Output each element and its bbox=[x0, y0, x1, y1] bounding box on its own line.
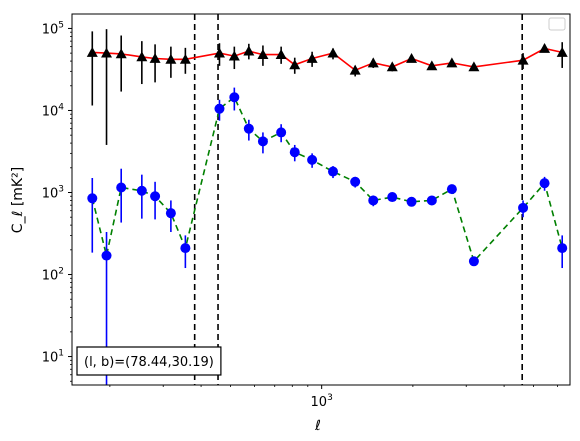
series-1-point-8 bbox=[229, 92, 240, 103]
annotation-text: (l, b)=(78.44,30.19) bbox=[84, 355, 214, 370]
series-0-point-22 bbox=[517, 54, 529, 65]
series-1-point-5 bbox=[165, 208, 176, 219]
series-0-point-20 bbox=[446, 57, 458, 68]
series-0-point-16 bbox=[367, 57, 379, 68]
series-0-point-5 bbox=[165, 53, 177, 64]
series-0-point-19 bbox=[426, 60, 438, 71]
series-1-point-4 bbox=[150, 191, 161, 202]
y-tick-label-1-exponent: 2 bbox=[58, 267, 64, 277]
vertical-lines bbox=[193, 14, 524, 385]
y-tick-label-3-exponent: 4 bbox=[58, 102, 64, 112]
series-1-point-20 bbox=[446, 184, 457, 195]
series-1-point-2 bbox=[116, 182, 127, 193]
series-1-point-17 bbox=[387, 192, 398, 203]
series-1-point-10 bbox=[257, 136, 268, 147]
series-0-point-2 bbox=[115, 48, 127, 59]
series-1-point-7 bbox=[214, 103, 225, 114]
y-axis-label: C_ℓ [mK²] bbox=[10, 167, 26, 233]
series-0-point-6 bbox=[179, 53, 191, 64]
series-0-point-1 bbox=[101, 47, 113, 58]
series-0-point-7 bbox=[213, 47, 225, 58]
series-0-point-13 bbox=[306, 53, 318, 63]
series-1-point-1 bbox=[101, 250, 112, 261]
series-1-point-15 bbox=[350, 176, 361, 187]
series-1-point-14 bbox=[328, 166, 339, 177]
series-1-point-13 bbox=[307, 154, 318, 165]
series-0-point-0 bbox=[86, 46, 98, 57]
series-1-point-22 bbox=[518, 202, 529, 213]
annotation-box bbox=[76, 346, 222, 376]
series-1-point-9 bbox=[243, 123, 254, 134]
series-0-point-23 bbox=[539, 42, 551, 53]
series-1-point-6 bbox=[180, 243, 191, 254]
legend-frame bbox=[548, 17, 566, 31]
series-1-point-0 bbox=[87, 193, 98, 204]
series-1 bbox=[87, 87, 568, 385]
x-tick-label-0-exponent: 3 bbox=[327, 393, 333, 403]
plot-area bbox=[72, 14, 570, 385]
series-0-point-10 bbox=[257, 49, 269, 59]
y-tick-label-0-exponent: 1 bbox=[58, 349, 64, 359]
x-axis-label: ℓ bbox=[314, 418, 321, 434]
series-0-point-11 bbox=[275, 49, 287, 59]
series-0-point-14 bbox=[327, 47, 339, 58]
series-1-point-21 bbox=[468, 256, 479, 267]
legend bbox=[548, 17, 566, 31]
series-1-point-23 bbox=[539, 178, 550, 189]
annotation: (l, b)=(78.44,30.19) bbox=[76, 346, 222, 376]
series-0-point-24 bbox=[556, 46, 568, 57]
series-0-point-18 bbox=[406, 53, 418, 63]
series-1-point-18 bbox=[406, 196, 417, 207]
series-0-point-9 bbox=[243, 45, 255, 56]
series-0-point-12 bbox=[289, 59, 301, 70]
axes-frame bbox=[71, 13, 571, 386]
series-0-point-4 bbox=[149, 53, 161, 63]
series-1-point-12 bbox=[289, 147, 300, 158]
series-1-point-11 bbox=[276, 127, 287, 138]
series-layer bbox=[86, 29, 568, 385]
series-0 bbox=[86, 29, 568, 145]
axes-background bbox=[72, 14, 570, 385]
series-1-point-24 bbox=[557, 243, 568, 254]
series-1-point-16 bbox=[368, 195, 379, 206]
series-0-point-21 bbox=[468, 61, 480, 72]
series-0-point-8 bbox=[228, 50, 240, 61]
series-1-point-3 bbox=[136, 185, 147, 196]
series-1-point-19 bbox=[426, 195, 437, 206]
y-tick-label-4-exponent: 5 bbox=[58, 20, 64, 30]
axes-border bbox=[71, 13, 571, 386]
y-tick-label-2-exponent: 3 bbox=[58, 184, 64, 194]
series-0-point-17 bbox=[386, 61, 398, 72]
series-0-point-3 bbox=[136, 51, 148, 62]
series-0-point-15 bbox=[349, 64, 361, 75]
